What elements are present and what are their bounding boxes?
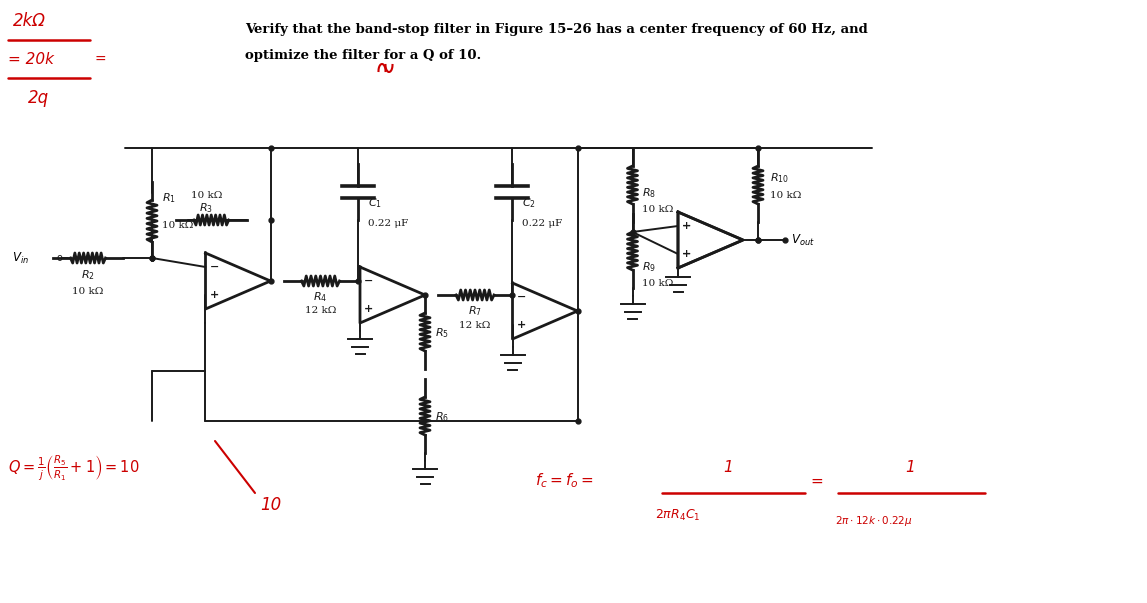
Text: 10 kΩ: 10 kΩ — [72, 286, 103, 295]
Text: $2\pi R_4 C_1$: $2\pi R_4 C_1$ — [655, 508, 701, 523]
Text: +: + — [516, 320, 525, 330]
Text: $f_c = f_o =$: $f_c = f_o =$ — [535, 472, 594, 490]
Text: 10 kΩ: 10 kΩ — [642, 206, 674, 215]
Text: $R_{10}$: $R_{10}$ — [770, 171, 789, 185]
Text: +: + — [682, 249, 692, 259]
Text: $R_9$: $R_9$ — [642, 260, 656, 274]
Text: $V_{in}$: $V_{in}$ — [11, 250, 29, 265]
Text: $Q = \frac{1}{j}\left(\frac{R_5}{R_1}+1\right) = 10$: $Q = \frac{1}{j}\left(\frac{R_5}{R_1}+1\… — [8, 453, 140, 482]
Text: 12 kΩ: 12 kΩ — [459, 321, 491, 329]
Text: $R_1$: $R_1$ — [162, 191, 175, 205]
Text: +: + — [210, 290, 219, 300]
Text: $R_6$: $R_6$ — [435, 410, 450, 424]
Text: 1: 1 — [905, 461, 915, 476]
Text: = 20k: = 20k — [8, 52, 54, 68]
Text: 10: 10 — [260, 496, 281, 514]
Text: optimize the filter for a Q of 10.: optimize the filter for a Q of 10. — [245, 48, 482, 62]
Text: 10 kΩ: 10 kΩ — [162, 221, 194, 230]
Text: $2\pi \cdot 12k \cdot 0.22\mu$: $2\pi \cdot 12k \cdot 0.22\mu$ — [835, 514, 912, 528]
Text: 10 kΩ: 10 kΩ — [190, 191, 221, 200]
Text: $R_3$: $R_3$ — [200, 201, 213, 215]
Text: $R_5$: $R_5$ — [435, 326, 448, 340]
Text: −: − — [516, 292, 525, 302]
Text: −: − — [682, 249, 692, 259]
Text: −: − — [364, 276, 374, 286]
Text: −: − — [682, 221, 692, 231]
Text: 0.22 μF: 0.22 μF — [367, 218, 407, 227]
Text: =: = — [810, 473, 822, 488]
Text: 10 kΩ: 10 kΩ — [770, 191, 802, 200]
Text: $R_8$: $R_8$ — [642, 186, 656, 200]
Text: $R_2$: $R_2$ — [81, 268, 95, 282]
Text: 0.22 μF: 0.22 μF — [522, 218, 562, 227]
Text: 2q: 2q — [28, 89, 49, 107]
Text: $V_{out}$: $V_{out}$ — [791, 232, 814, 248]
Text: $C_1$: $C_1$ — [367, 196, 382, 210]
Text: $R_7$: $R_7$ — [468, 304, 482, 318]
Text: 2kΩ: 2kΩ — [13, 12, 46, 30]
Text: $R_4$: $R_4$ — [313, 290, 328, 304]
Text: +: + — [682, 221, 692, 231]
Text: 1: 1 — [723, 461, 733, 476]
Text: =: = — [95, 53, 107, 67]
Text: 12 kΩ: 12 kΩ — [305, 306, 336, 315]
Text: −: − — [210, 262, 219, 272]
Text: 10 kΩ: 10 kΩ — [642, 280, 674, 288]
Text: o: o — [56, 253, 62, 263]
Text: Verify that the band-stop filter in Figure 15–26 has a center frequency of 60 Hz: Verify that the band-stop filter in Figu… — [245, 24, 868, 37]
Text: $C_2$: $C_2$ — [522, 196, 536, 210]
Text: +: + — [364, 304, 373, 314]
